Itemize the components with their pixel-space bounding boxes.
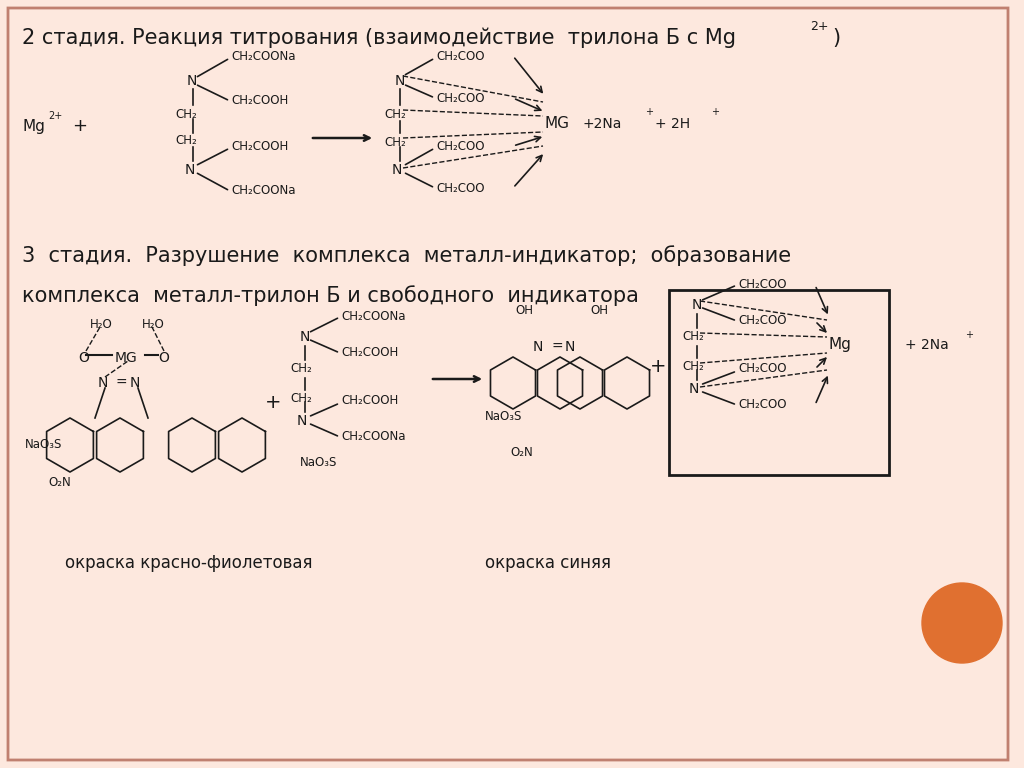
Text: +: +	[72, 117, 87, 135]
Text: 2+: 2+	[48, 111, 62, 121]
Text: Mg: Mg	[22, 118, 45, 134]
Text: +2Na: +2Na	[583, 117, 623, 131]
Text: окраска красно-фиолетовая: окраска красно-фиолетовая	[65, 554, 312, 572]
Text: CH₂COO: CH₂COO	[436, 91, 484, 104]
Text: O₂N: O₂N	[510, 446, 532, 459]
Circle shape	[922, 583, 1002, 663]
Text: CH₂: CH₂	[682, 360, 703, 373]
Text: CH₂COO: CH₂COO	[738, 279, 786, 292]
Text: CH₂: CH₂	[175, 108, 197, 121]
Text: +: +	[711, 107, 719, 117]
Text: OH: OH	[590, 303, 608, 316]
Text: CH₂COO: CH₂COO	[436, 181, 484, 194]
Text: CH₂: CH₂	[290, 362, 311, 376]
Text: O₂N: O₂N	[48, 476, 71, 489]
Text: MG: MG	[115, 351, 138, 365]
Text: O: O	[158, 351, 169, 365]
Text: =: =	[116, 376, 128, 390]
Text: 3  стадия.  Разрушение  комплекса  металл-индикатор;  образование: 3 стадия. Разрушение комплекса металл-ин…	[22, 246, 792, 266]
Text: +: +	[650, 357, 667, 376]
Text: 2 стадия. Реакция титрования (взаимодействие  трилона Б с Mg: 2 стадия. Реакция титрования (взаимодейс…	[22, 28, 736, 48]
Text: CH₂COOH: CH₂COOH	[341, 395, 398, 408]
Text: N: N	[185, 163, 196, 177]
Text: + 2H: + 2H	[655, 117, 690, 131]
Text: CH₂COO: CH₂COO	[738, 362, 786, 376]
Text: NaO₃S: NaO₃S	[300, 456, 337, 469]
Text: CH₂COO: CH₂COO	[436, 140, 484, 153]
Text: CH₂COONa: CH₂COONa	[341, 310, 406, 323]
Text: N: N	[300, 330, 310, 344]
Text: +: +	[265, 393, 282, 412]
Text: CH₂COONa: CH₂COONa	[231, 49, 296, 62]
Text: NaO₃S: NaO₃S	[25, 439, 62, 452]
Text: окраска синяя: окраска синяя	[485, 554, 611, 572]
Text: =: =	[551, 340, 562, 354]
Text: N: N	[395, 74, 406, 88]
Text: CH₂: CH₂	[290, 392, 311, 406]
Text: CH₂: CH₂	[175, 134, 197, 147]
Text: N: N	[534, 340, 544, 354]
Text: CH₂COONa: CH₂COONa	[231, 184, 296, 197]
Text: H₂O: H₂O	[90, 319, 113, 332]
Text: CH₂: CH₂	[384, 135, 406, 148]
Text: N: N	[130, 376, 140, 390]
Text: N: N	[392, 163, 402, 177]
Text: CH₂: CH₂	[384, 108, 406, 121]
Text: OH: OH	[515, 303, 534, 316]
Text: +: +	[965, 330, 973, 340]
Text: N: N	[565, 340, 575, 354]
Text: CH₂COOH: CH₂COOH	[231, 140, 288, 153]
Text: H₂O: H₂O	[142, 319, 165, 332]
Text: Mg: Mg	[829, 337, 852, 353]
Text: +: +	[645, 107, 653, 117]
FancyBboxPatch shape	[8, 8, 1008, 760]
Text: CH₂COONa: CH₂COONa	[341, 431, 406, 443]
Text: N: N	[689, 382, 699, 396]
Text: CH₂COOH: CH₂COOH	[341, 346, 398, 359]
Text: CH₂COO: CH₂COO	[738, 315, 786, 327]
Text: CH₂COOH: CH₂COOH	[231, 94, 288, 107]
Text: N: N	[98, 376, 109, 390]
Text: ): )	[831, 28, 840, 48]
Text: комплекса  металл-трилон Б и свободного  индикатора: комплекса металл-трилон Б и свободного и…	[22, 286, 639, 306]
Text: CH₂COO: CH₂COO	[436, 49, 484, 62]
Text: MG: MG	[545, 117, 570, 131]
Text: O: O	[78, 351, 89, 365]
Text: N: N	[187, 74, 198, 88]
Text: N: N	[297, 414, 307, 428]
Text: 2+: 2+	[810, 19, 828, 32]
Text: CH₂COO: CH₂COO	[738, 399, 786, 412]
Text: NaO₃S: NaO₃S	[485, 411, 522, 423]
Text: CH₂: CH₂	[682, 330, 703, 343]
Text: N: N	[692, 298, 702, 312]
Text: + 2Na: + 2Na	[905, 338, 949, 352]
